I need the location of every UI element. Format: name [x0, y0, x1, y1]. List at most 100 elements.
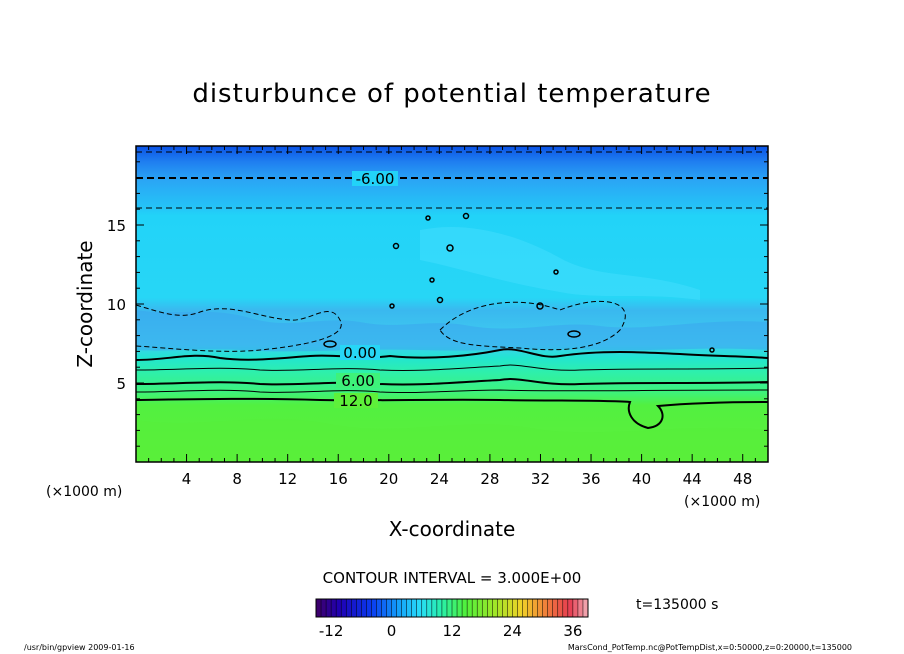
label-mask [334, 393, 378, 408]
label-mask [340, 345, 380, 360]
x-tick-label: 48 [733, 470, 752, 488]
contour-blob [553, 269, 559, 275]
colorbar-cell [507, 599, 513, 617]
contour-pos3 [136, 364, 768, 372]
colorbar-cell [341, 599, 347, 617]
x-tick-label: 36 [581, 470, 600, 488]
chart-title: disturbunce of potential temperature [192, 79, 711, 109]
contour-zero [136, 348, 768, 361]
contour-pos9 [136, 389, 768, 394]
colorbar-cell [482, 599, 488, 617]
contour-blob [536, 302, 544, 310]
colorbar-cell [421, 599, 428, 617]
field-patch-blue [136, 310, 768, 352]
colorbar-cell [321, 599, 327, 617]
colorbar-cell [487, 599, 493, 617]
contour-label-neg6: -6.00 [356, 170, 395, 188]
colorbar-cell [512, 599, 518, 617]
contour-interval-label: CONTOUR INTERVAL = 3.000E+00 [323, 569, 582, 587]
contour-blob [462, 212, 470, 220]
contour-blob [709, 347, 715, 353]
colorbar-cell [356, 599, 362, 617]
contour-label-6: 6.00 [341, 372, 374, 390]
colorbar [315, 599, 589, 617]
colorbar-cell [552, 599, 559, 617]
colorbar-tick-labels: -12 0 12 24 36 [319, 622, 583, 640]
plot-area [136, 146, 768, 462]
x-tick-label: 8 [232, 470, 242, 488]
contour-blob [429, 277, 435, 283]
x-axis-label: X-coordinate [389, 517, 516, 541]
y-tick-label: 15 [107, 217, 126, 235]
colorbar-frame [315, 598, 589, 618]
colorbar-cell [326, 599, 332, 617]
colorbar-cell [532, 599, 539, 617]
colorbar-cell [497, 599, 503, 617]
contour-blob [425, 215, 431, 221]
contour-label-12: 12.0 [339, 392, 372, 410]
colorbar-cell [316, 599, 322, 617]
colorbar-tick-label: 36 [563, 622, 582, 640]
colorbar-cell [567, 599, 574, 617]
colorbar-cell [351, 599, 357, 617]
colorbar-cell [446, 599, 453, 617]
contour-blob [446, 244, 454, 252]
y-tick-label: 5 [116, 375, 126, 393]
colorbar-cell [346, 599, 352, 617]
colorbar-cell [542, 599, 549, 617]
colorbar-cell [562, 599, 569, 617]
contour-label-zero: 0.00 [343, 344, 376, 362]
axis-ticks [135, 145, 769, 463]
colorbar-cell [396, 599, 403, 617]
colorbar-cell [517, 599, 524, 617]
contour-blob [567, 330, 581, 338]
colorbar-cell [331, 599, 337, 617]
contour-blob [392, 242, 400, 250]
label-mask [352, 171, 398, 186]
x-tick-label: 32 [531, 470, 550, 488]
y-tick-label: 10 [107, 296, 126, 314]
colorbar-cell [411, 599, 418, 617]
contour-blob [323, 340, 337, 348]
colorbar-cell [527, 599, 534, 617]
time-label: t=135000 s [636, 597, 718, 613]
colorbar-cell [401, 599, 408, 617]
colorbar-tick-label: 24 [503, 622, 522, 640]
colorbar-cell [376, 599, 382, 617]
field-background [136, 146, 768, 462]
colorbar-cell [457, 599, 463, 617]
x-tick-label: 20 [379, 470, 398, 488]
colorbar-cell [557, 599, 564, 617]
colorbar-cell [547, 599, 554, 617]
colorbar-cell [436, 599, 443, 617]
label-mask [336, 373, 380, 388]
contour-labels: -6.00 0.00 6.00 12.0 [334, 170, 398, 410]
colorbar-tick-label: -12 [319, 622, 344, 640]
colorbar-cell [371, 599, 377, 617]
contour-blob [389, 303, 395, 309]
x-tick-label: 4 [182, 470, 192, 488]
colorbar-cell [366, 599, 372, 617]
colorbar-cell [386, 599, 393, 617]
colorbar-cell [492, 599, 498, 617]
x-tick-label: 24 [430, 470, 449, 488]
colorbar-cell [381, 599, 388, 617]
colorbar-cell [336, 599, 342, 617]
x-unit-left: (×1000 m) [46, 484, 122, 500]
colorbar-cell [452, 599, 458, 617]
colorbar-cell [416, 599, 423, 617]
colorbar-cell [426, 599, 433, 617]
colorbar-cell [537, 599, 544, 617]
field-patch-light [420, 226, 700, 300]
colorbar-cell [477, 599, 483, 617]
x-tick-label: 44 [683, 470, 702, 488]
colorbar-tick-label: 0 [387, 622, 397, 640]
colorbar-cell [361, 599, 367, 617]
field-patch-green [136, 418, 768, 462]
colorbar-cell [582, 599, 589, 617]
colorbar-cell [502, 599, 508, 617]
colorbar-cell [472, 599, 478, 617]
x-tick-label: 28 [480, 470, 499, 488]
